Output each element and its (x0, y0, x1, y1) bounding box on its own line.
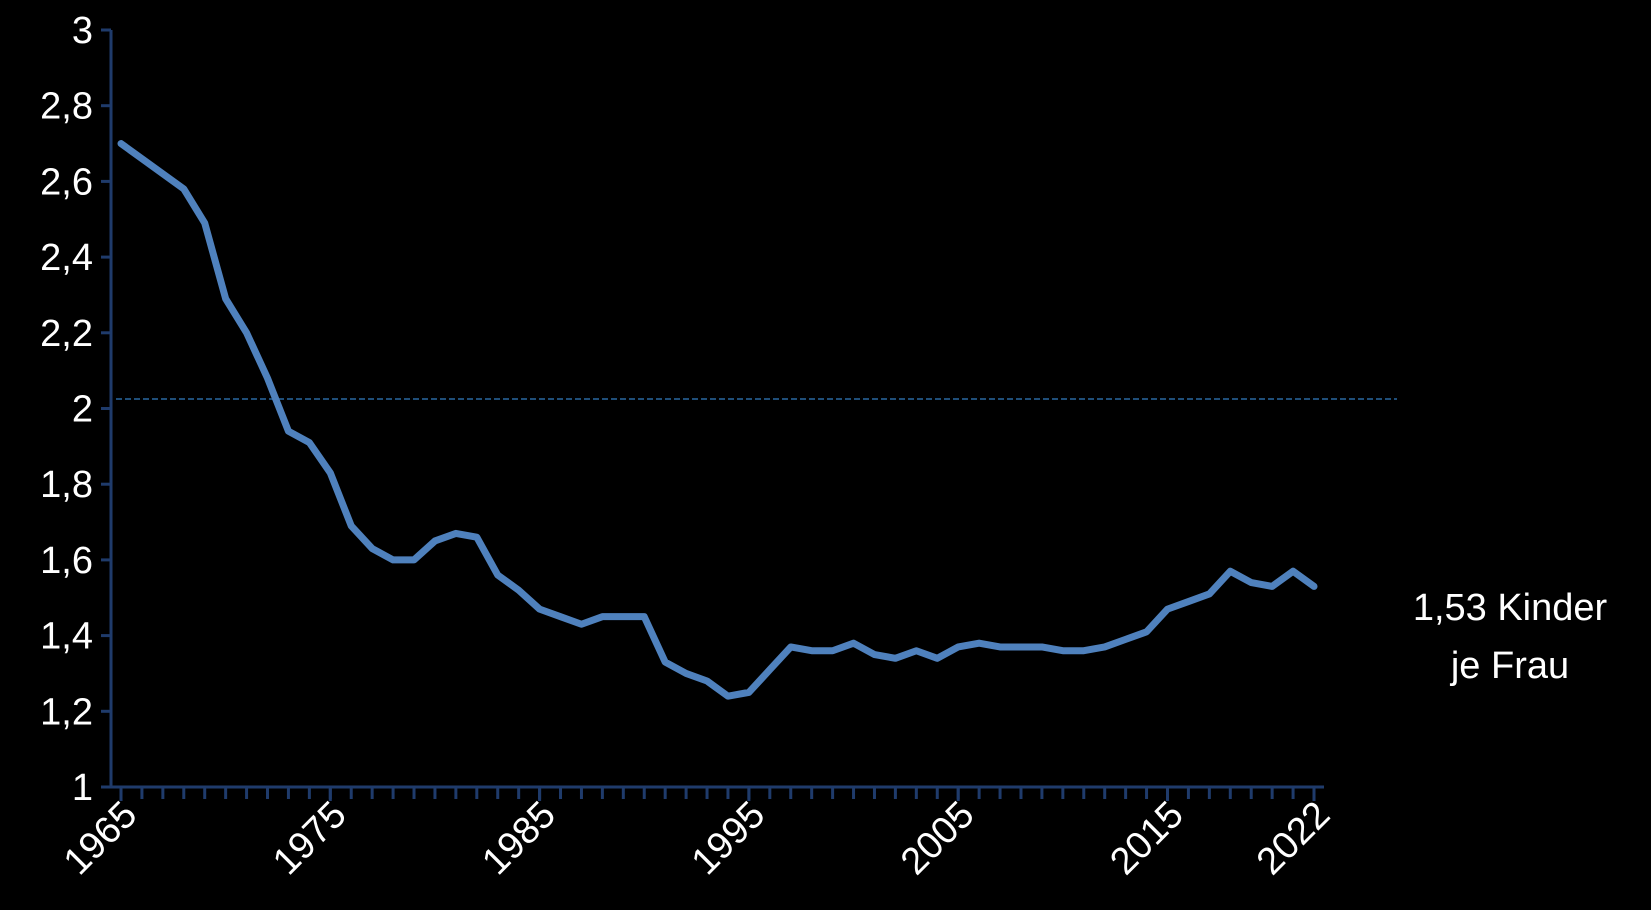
x-tick-label: 1985 (474, 794, 563, 883)
y-tick-label: 1,6 (40, 540, 93, 582)
x-tick-label: 1995 (684, 794, 773, 883)
y-tick-label: 1,2 (40, 691, 93, 733)
annotation: je Frau (1450, 645, 1569, 687)
y-tick-label: 2,2 (40, 313, 93, 355)
y-tick-label: 1,8 (40, 464, 93, 506)
line-series (117, 140, 1318, 700)
y-tick-label: 3 (72, 10, 93, 52)
x-tick-label: 2015 (1102, 794, 1191, 883)
x-tick-label: 1965 (56, 794, 145, 883)
x-tick-label: 2005 (893, 794, 982, 883)
y-tick-label: 2 (72, 389, 93, 431)
x-tick-label: 2022 (1249, 794, 1338, 883)
x-tick-label: 1975 (265, 794, 354, 883)
y-tick-label: 1,4 (40, 616, 93, 658)
y-tick-label: 1 (72, 767, 93, 809)
y-tick-label: 2,4 (40, 237, 93, 279)
annotation: 1,53 Kinder (1413, 587, 1608, 629)
y-tick-label: 2,8 (40, 86, 93, 128)
y-tick-label: 2,6 (40, 161, 93, 203)
